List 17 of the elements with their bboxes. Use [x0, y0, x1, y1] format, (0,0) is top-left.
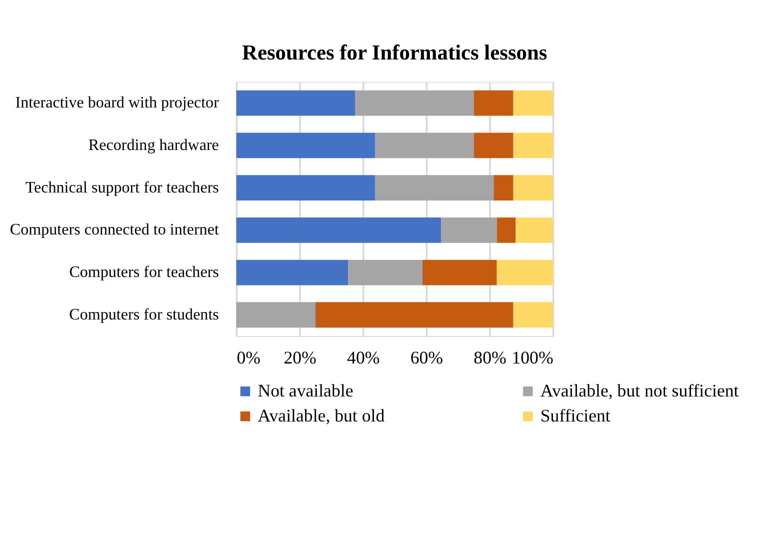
- x-tick-label: 40%: [347, 347, 380, 368]
- x-tick-label: 80%: [474, 347, 506, 368]
- y-tick-label: Recording hardware: [88, 136, 219, 154]
- x-tick-label: 60%: [410, 347, 444, 368]
- x-tick-label: 100%: [512, 347, 554, 368]
- legend-label: Sufficient: [540, 406, 610, 426]
- y-tick-label: Interactive board with projector: [15, 94, 220, 112]
- y-tick-label: Computers connected to internet: [10, 222, 220, 239]
- legend-label: Available, but not sufficient: [540, 380, 739, 401]
- legend-label: Not available: [258, 380, 354, 401]
- y-tick-label: Computers for students: [69, 306, 219, 324]
- y-tick-label: Technical support for teachers: [25, 179, 219, 196]
- legend-label: Available, but old: [258, 406, 385, 426]
- x-tick-label: 20%: [284, 347, 317, 368]
- x-tick-label: 0%: [236, 347, 261, 368]
- chart-title: Resources for Informatics lessons: [242, 40, 548, 65]
- y-tick-label: Computers for teachers: [69, 264, 219, 281]
